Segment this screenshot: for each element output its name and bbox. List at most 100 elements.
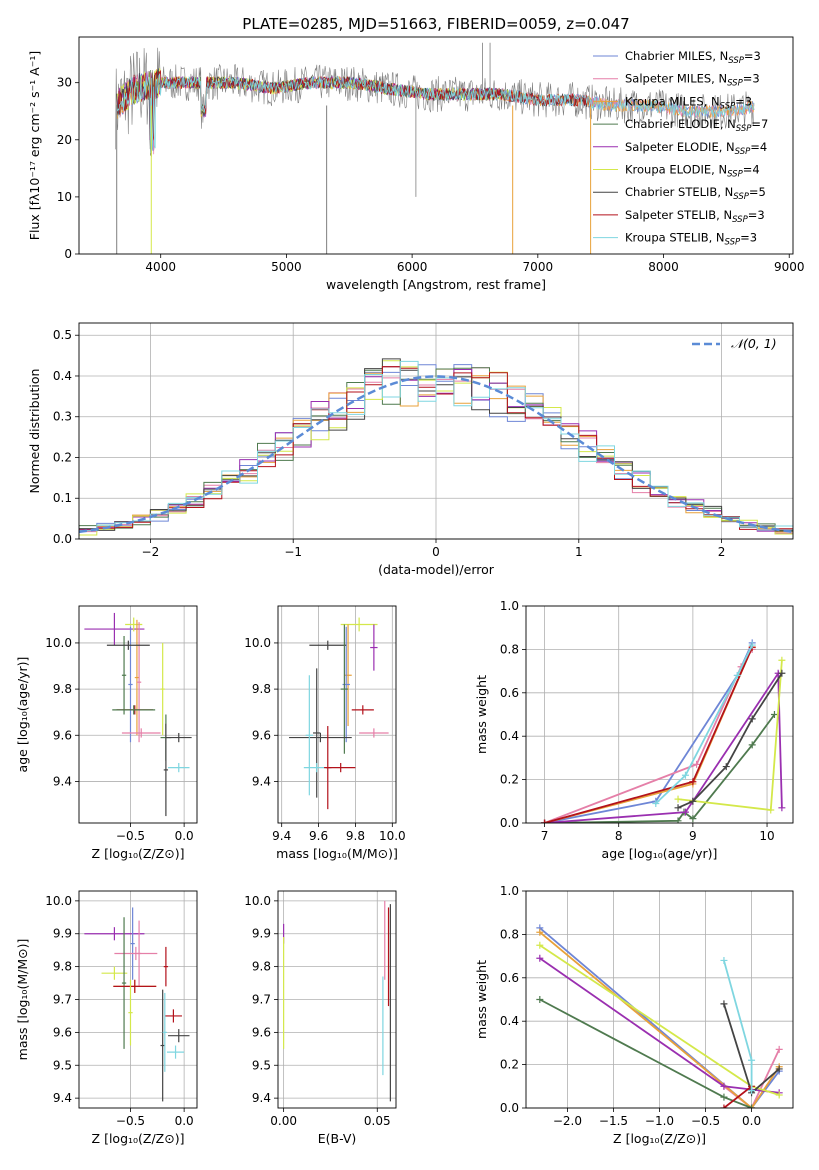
weight-marker [775,1065,783,1073]
weight-marker [536,954,544,962]
y-tick-label: 9.7 [252,993,271,1007]
y-tick-label: 0.2 [53,450,72,464]
x-tick-label: 0 [432,545,440,559]
y-tick-label: 9.4 [53,774,72,788]
weight-marker [748,1087,756,1095]
y-tick-label: 0.0 [500,1101,519,1115]
weight-line-chabrier-stelib [677,672,783,809]
weight-marker [733,671,741,679]
weight-line-chabrier-miles [539,927,780,1108]
model-spectrum [116,68,591,156]
x-tick-label: 0.0 [175,1114,194,1128]
x-tick-label: 0.0 [175,829,194,843]
y-tick-label: 0.8 [500,927,519,941]
x-tick-label: 0.05 [364,1114,391,1128]
weight-line-kroupa-elodie [677,660,783,812]
plot-area [283,900,391,1102]
y-tick-label: 0.8 [500,642,519,656]
legend-label: Chabrier MILES, NSSP=3 [625,49,761,66]
y-tick-label: 10 [57,190,72,204]
error-bar-point [309,640,347,650]
error-bar-point [112,705,156,715]
x-tick-label: 5000 [271,260,302,274]
error-bar-point [351,705,374,715]
weight-marker [775,1091,783,1099]
weight-line-salpeter-elodie [544,670,783,823]
y-tick-label: 0.4 [500,729,519,743]
y-tick-label: 9.4 [53,1091,72,1105]
weight-marker [541,819,549,823]
weight-line-kroupa-miles [544,646,754,823]
legend-label: Salpeter ELODIE, NSSP=4 [625,140,767,157]
legend-label: Chabrier ELODIE, NSSP=7 [625,117,768,134]
legend-label: Kroupa STELIB, NSSP=3 [625,231,757,248]
y-tick-label: 0.4 [53,369,72,383]
error-bar-point [163,946,169,987]
y-tick-label: 9.9 [252,927,271,941]
error-bar-point [84,927,145,941]
weight-marker [720,956,728,964]
error-bar-point [342,626,350,743]
error-bar-point [163,723,169,817]
error-bar-point [130,907,135,980]
weight-marker [674,804,682,812]
x-tick-label: −1.5 [599,1114,628,1128]
figure-title: PLATE=0285, MJD=51663, FIBERID=0059, z=0… [242,15,629,33]
y-axis-label: Flux [fλ10⁻¹⁷ erg cm⁻² s⁻¹ A⁻¹] [27,51,42,240]
error-bar-point [160,989,165,1102]
y-tick-label: 0.4 [500,1014,519,1028]
panel-spectrum: 4000 5000 6000 7000 8000 9000 0 10 20 30 wavelengt… [27,36,805,292]
y-tick-label: 20 [57,133,72,147]
x-tick-label: 10 [759,829,774,843]
plot-area [79,358,793,539]
panel-mass-weight-vs-Z: −2.0 −1.5 −1.0 −0.5 0.0 0.0 0.2 0.4 0.6 0.8 1.0 Z [… [474,884,794,1146]
weight-marker [536,996,544,1003]
plot-area [115,42,755,254]
y-tick-label: 0.2 [500,773,519,787]
weight-marker [748,715,756,723]
error-bar-point [136,920,142,987]
error-bar-point [128,626,133,743]
x-tick-label: 8 [615,829,623,843]
error-bar-point [340,617,378,632]
y-tick-label: 9.4 [252,1091,271,1105]
y-tick-label: 10.0 [244,894,271,908]
legend: Chabrier MILES, NSSP=3 Salpeter MILES, NS… [593,49,768,248]
x-tick-label: −2.0 [553,1114,582,1128]
y-tick-label: 9.5 [252,1058,271,1072]
panel-mass-weight-vs-age: 7 8 9 10 0.0 0.2 0.4 0.6 0.8 1.0 age [log₁₀(age/yr… [474,599,794,861]
y-tick-label: 9.8 [53,682,72,696]
axes-frame [277,605,397,824]
plot-area [289,617,389,810]
x-tick-label: −2 [142,545,160,559]
error-bar-point [134,619,140,736]
weight-marker [674,817,682,823]
x-tick-label: −0.5 [116,829,145,843]
error-bar-point [113,979,157,993]
y-axis-label: age [log₁₀(age/yr)] [15,657,30,773]
error-bar-point [160,642,165,736]
y-tick-label: 9.8 [252,960,271,974]
y-tick-label: 9.9 [53,927,72,941]
weight-marker [722,763,730,771]
error-bar-point [168,762,190,773]
legend-label: 𝒩(0, 1) [731,336,777,351]
axes-frame [78,36,794,255]
x-tick-label: 0.0 [742,1114,761,1128]
y-tick-label: 0.0 [500,816,519,830]
x-axis-label: age [log₁₀(age/yr)] [602,846,718,861]
weight-marker [778,669,786,677]
x-tick-label: −1 [284,545,302,559]
x-tick-label: 1 [575,545,583,559]
error-bar-point [162,992,167,1072]
x-tick-label: 2 [718,545,726,559]
y-tick-label: 9.6 [252,1025,271,1039]
weight-marker [748,641,756,649]
axes-frame [525,605,794,824]
legend-label: Kroupa MILES, NSSP=3 [625,94,752,111]
weight-marker [536,941,544,949]
weight-marker [778,804,786,812]
y-tick-label: 9.8 [53,960,72,974]
panel-age-vs-Z: −0.5 0.0 9.4 9.6 9.8 10.0 Z [log₁₀(Z/Z⊙)] age [… [15,605,198,861]
error-bar-point [344,624,352,727]
